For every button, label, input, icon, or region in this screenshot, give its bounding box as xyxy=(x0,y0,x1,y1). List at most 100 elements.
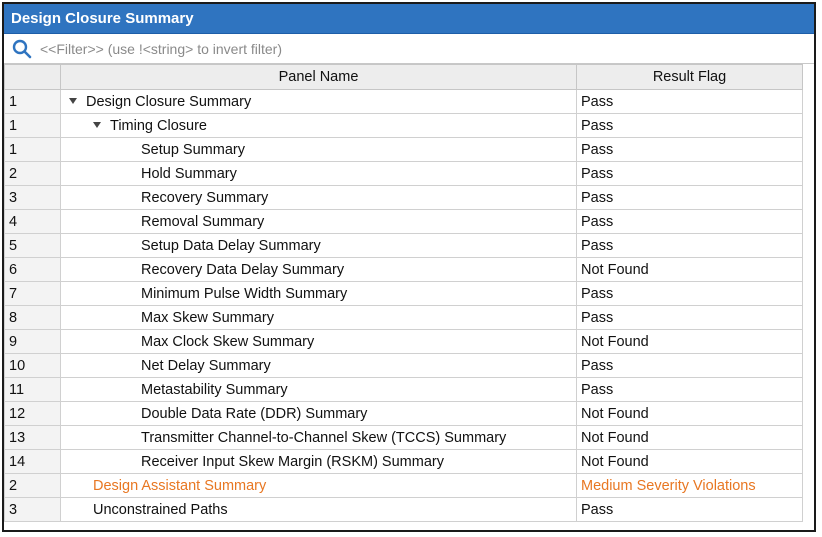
result-flag-cell: Pass xyxy=(576,185,803,210)
panel-name-cell[interactable]: Minimum Pulse Width Summary xyxy=(60,281,577,306)
result-flag-cell: Not Found xyxy=(576,329,803,354)
result-flag-cell: Medium Severity Violations xyxy=(576,473,803,498)
result-flag-cell: Pass xyxy=(576,209,803,234)
panel-name-cell[interactable]: Timing Closure xyxy=(60,113,577,138)
table-row[interactable]: 7 Minimum Pulse Width Summary Pass xyxy=(4,281,803,306)
row-index: 14 xyxy=(4,449,61,474)
row-index: 1 xyxy=(4,137,61,162)
result-flag-cell: Not Found xyxy=(576,425,803,450)
panel-name-cell[interactable]: Metastability Summary xyxy=(60,377,577,402)
table-row[interactable]: 10 Net Delay Summary Pass xyxy=(4,353,803,378)
table-row[interactable]: 1 Setup Summary Pass xyxy=(4,137,803,162)
panel-name-label: Recovery Data Delay Summary xyxy=(141,261,345,278)
row-index: 2 xyxy=(4,161,61,186)
column-header-panel-name[interactable]: Panel Name xyxy=(60,64,577,90)
result-flag-cell: Pass xyxy=(576,353,803,378)
filter-input[interactable] xyxy=(38,39,742,58)
results-table: Panel Name Result Flag 1 Design Closure S… xyxy=(4,64,803,522)
panel-name-cell[interactable]: Design Closure Summary xyxy=(60,89,577,114)
panel-name-label: Setup Summary xyxy=(141,141,245,158)
result-flag-cell: Pass xyxy=(576,113,803,138)
panel-name-cell[interactable]: Setup Summary xyxy=(60,137,577,162)
panel-name-label: Metastability Summary xyxy=(141,381,288,398)
table-row[interactable]: 3 Unconstrained Paths Pass xyxy=(4,497,803,522)
chevron-down-icon[interactable] xyxy=(93,121,101,128)
panel-name-label: Timing Closure xyxy=(110,117,207,134)
panel-name-cell[interactable]: Setup Data Delay Summary xyxy=(60,233,577,258)
result-flag-cell: Not Found xyxy=(576,401,803,426)
panel-name-label: Design Assistant Summary xyxy=(93,477,267,494)
table-row[interactable]: 14 Receiver Input Skew Margin (RSKM) Summ… xyxy=(4,449,803,474)
row-index: 9 xyxy=(4,329,61,354)
panel-name-label: Minimum Pulse Width Summary xyxy=(141,285,348,302)
panel-name-label: Unconstrained Paths xyxy=(93,501,228,518)
column-header-index[interactable] xyxy=(4,64,61,90)
row-index: 7 xyxy=(4,281,61,306)
result-flag-cell: Pass xyxy=(576,497,803,522)
row-index: 1 xyxy=(4,113,61,138)
row-index: 2 xyxy=(4,473,61,498)
panel-name-cell[interactable]: Max Skew Summary xyxy=(60,305,577,330)
result-flag-cell: Pass xyxy=(576,305,803,330)
table-row[interactable]: 13 Transmitter Channel-to-Channel Skew (T… xyxy=(4,425,803,450)
row-index: 3 xyxy=(4,185,61,210)
row-index: 12 xyxy=(4,401,61,426)
row-index: 10 xyxy=(4,353,61,378)
panel-name-label: Max Skew Summary xyxy=(141,309,274,326)
row-index: 1 xyxy=(4,89,61,114)
table-row[interactable]: 2 Hold Summary Pass xyxy=(4,161,803,186)
panel-title: Design Closure Summary xyxy=(4,4,814,34)
panel-name-cell[interactable]: Design Assistant Summary xyxy=(60,473,577,498)
filter-bar[interactable] xyxy=(4,34,814,64)
row-index: 6 xyxy=(4,257,61,282)
table-row[interactable]: 3 Recovery Summary Pass xyxy=(4,185,803,210)
panel-name-label: Setup Data Delay Summary xyxy=(141,237,321,254)
panel-name-cell[interactable]: Net Delay Summary xyxy=(60,353,577,378)
result-flag-cell: Pass xyxy=(576,137,803,162)
row-index: 11 xyxy=(4,377,61,402)
panel-name-cell[interactable]: Unconstrained Paths xyxy=(60,497,577,522)
result-flag-cell: Pass xyxy=(576,89,803,114)
row-index: 13 xyxy=(4,425,61,450)
row-index: 4 xyxy=(4,209,61,234)
panel-name-label: Hold Summary xyxy=(141,165,237,182)
search-icon[interactable] xyxy=(12,39,32,59)
result-flag-cell: Pass xyxy=(576,233,803,258)
panel-name-label: Recovery Summary xyxy=(141,189,269,206)
result-flag-cell: Not Found xyxy=(576,257,803,282)
table-row[interactable]: 5 Setup Data Delay Summary Pass xyxy=(4,233,803,258)
panel-name-cell[interactable]: Recovery Summary xyxy=(60,185,577,210)
table-row[interactable]: 1 Timing Closure Pass xyxy=(4,113,803,138)
table-row[interactable]: 12 Double Data Rate (DDR) Summary Not Foun… xyxy=(4,401,803,426)
table-row[interactable]: 6 Recovery Data Delay Summary Not Found xyxy=(4,257,803,282)
panel-name-cell[interactable]: Max Clock Skew Summary xyxy=(60,329,577,354)
panel-name-label: Removal Summary xyxy=(141,213,265,230)
table-row[interactable]: 1 Design Closure Summary Pass xyxy=(4,89,803,114)
table-row[interactable]: 9 Max Clock Skew Summary Not Found xyxy=(4,329,803,354)
chevron-down-icon[interactable] xyxy=(69,97,77,104)
result-flag-cell: Pass xyxy=(576,281,803,306)
table-row[interactable]: 4 Removal Summary Pass xyxy=(4,209,803,234)
panel-name-cell[interactable]: Hold Summary xyxy=(60,161,577,186)
column-header-result-flag[interactable]: Result Flag xyxy=(576,64,803,90)
row-index: 5 xyxy=(4,233,61,258)
table-header-row: Panel Name Result Flag xyxy=(4,64,803,90)
panel-name-label: Receiver Input Skew Margin (RSKM) Summar… xyxy=(141,453,444,470)
panel-name-label: Transmitter Channel-to-Channel Skew (TCC… xyxy=(141,429,507,446)
panel-name-label: Double Data Rate (DDR) Summary xyxy=(141,405,368,422)
panel-name-label: Design Closure Summary xyxy=(86,93,252,110)
result-flag-cell: Pass xyxy=(576,161,803,186)
panel-name-label: Max Clock Skew Summary xyxy=(141,333,315,350)
table-row[interactable]: 11 Metastability Summary Pass xyxy=(4,377,803,402)
table-row[interactable]: 8 Max Skew Summary Pass xyxy=(4,305,803,330)
result-flag-cell: Not Found xyxy=(576,449,803,474)
panel-name-cell[interactable]: Receiver Input Skew Margin (RSKM) Summar… xyxy=(60,449,577,474)
panel-name-cell[interactable]: Recovery Data Delay Summary xyxy=(60,257,577,282)
panel-name-label: Net Delay Summary xyxy=(141,357,271,374)
panel-name-cell[interactable]: Removal Summary xyxy=(60,209,577,234)
result-flag-cell: Pass xyxy=(576,377,803,402)
panel-name-cell[interactable]: Transmitter Channel-to-Channel Skew (TCC… xyxy=(60,425,577,450)
panel-name-cell[interactable]: Double Data Rate (DDR) Summary xyxy=(60,401,577,426)
table-row[interactable]: 2 Design Assistant Summary Medium Severity… xyxy=(4,473,803,498)
row-index: 3 xyxy=(4,497,61,522)
